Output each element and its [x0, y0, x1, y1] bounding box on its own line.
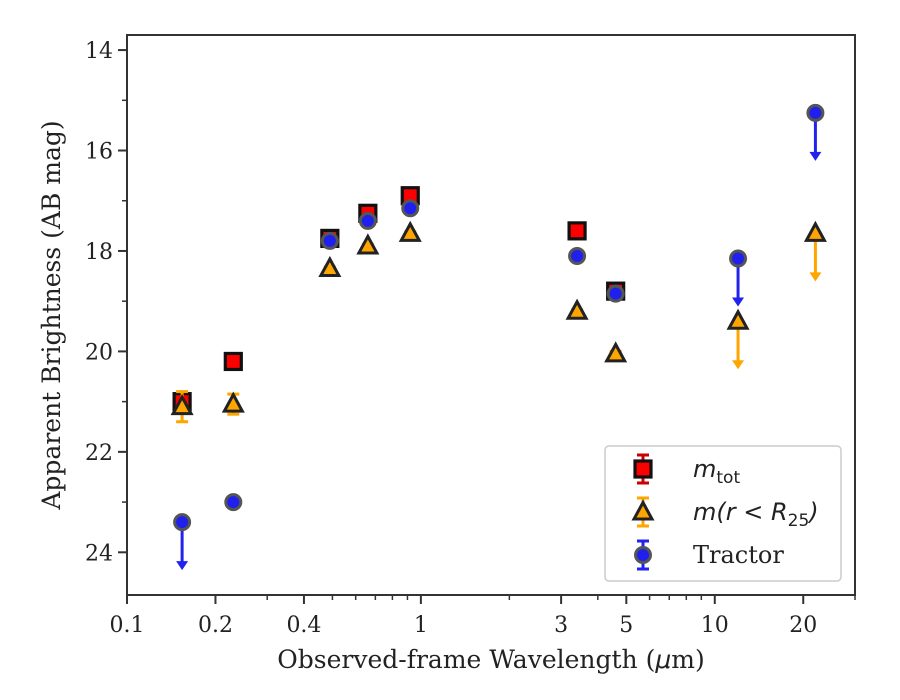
- data-point: [356, 233, 380, 255]
- upper-limit-arrowhead: [809, 272, 822, 282]
- axes: 14 16 18 20 22 24 0.1 0.2 0.4 1 3 5 10 20: [85, 34, 856, 638]
- series-tractor: [173, 103, 825, 571]
- data-point: [806, 103, 825, 122]
- data-point: [401, 199, 420, 218]
- data-point: [604, 341, 628, 363]
- legend-marker: [634, 546, 652, 564]
- data-point: [398, 220, 422, 242]
- legend-box: [604, 445, 842, 582]
- data-point: [173, 513, 192, 532]
- upper-limit-arrowhead: [732, 297, 745, 307]
- x-tick-label: 0.2: [198, 613, 233, 638]
- y-tick-label: 14: [85, 39, 113, 64]
- data-point: [170, 394, 194, 416]
- legend-marker: [633, 459, 653, 479]
- y-tick-label: 18: [85, 240, 113, 265]
- legend-label: m(r < R25): [693, 498, 819, 531]
- legend-label: Tractor: [693, 541, 784, 569]
- data-point: [567, 221, 587, 241]
- legend-marker: [631, 499, 655, 521]
- x-tick-label: 20: [789, 613, 817, 638]
- x-tick-label: 10: [701, 613, 729, 638]
- legend-entry-tractor: Tractor: [634, 539, 784, 571]
- upper-limit-arrowhead: [809, 151, 822, 161]
- upper-limit-arrowhead: [732, 360, 745, 370]
- data-point: [320, 231, 339, 250]
- data-point: [729, 249, 748, 268]
- data-point: [803, 220, 827, 242]
- series-mr25: [170, 220, 827, 424]
- x-tick-label: 3: [554, 613, 568, 638]
- data-point: [318, 255, 342, 278]
- data-point: [358, 211, 377, 230]
- series-mtot: [172, 186, 626, 412]
- data-point: [224, 493, 243, 512]
- data-point: [606, 284, 625, 303]
- y-tick-label: 16: [85, 140, 113, 165]
- data-point: [726, 308, 750, 330]
- y-axis-label: Apparent Brightness (AB mag): [37, 120, 66, 510]
- legend-entry-mr25: m(r < R25): [631, 496, 819, 531]
- y-tick-label: 22: [85, 441, 113, 466]
- plot-frame: [126, 34, 856, 596]
- legend-label: mtot: [693, 455, 740, 488]
- legend: mtot m(r < R25) Tractor: [604, 445, 842, 582]
- data-point: [565, 298, 589, 320]
- data-point: [221, 391, 245, 413]
- y-tick-label: 20: [85, 340, 113, 365]
- y-tick-label: 24: [85, 541, 113, 566]
- upper-limit-arrowhead: [176, 561, 189, 571]
- plot-area: [170, 103, 827, 571]
- legend-entry-mtot: mtot: [633, 453, 740, 488]
- x-axis-label: Observed-frame Wavelength (μm): [277, 645, 704, 674]
- data-point: [223, 351, 243, 372]
- x-tick-label: 1: [414, 613, 428, 638]
- x-tick-label: 0.1: [110, 613, 145, 638]
- x-tick-label: 0.4: [286, 613, 321, 638]
- data-point: [568, 246, 587, 265]
- x-tick-label: 5: [619, 613, 633, 638]
